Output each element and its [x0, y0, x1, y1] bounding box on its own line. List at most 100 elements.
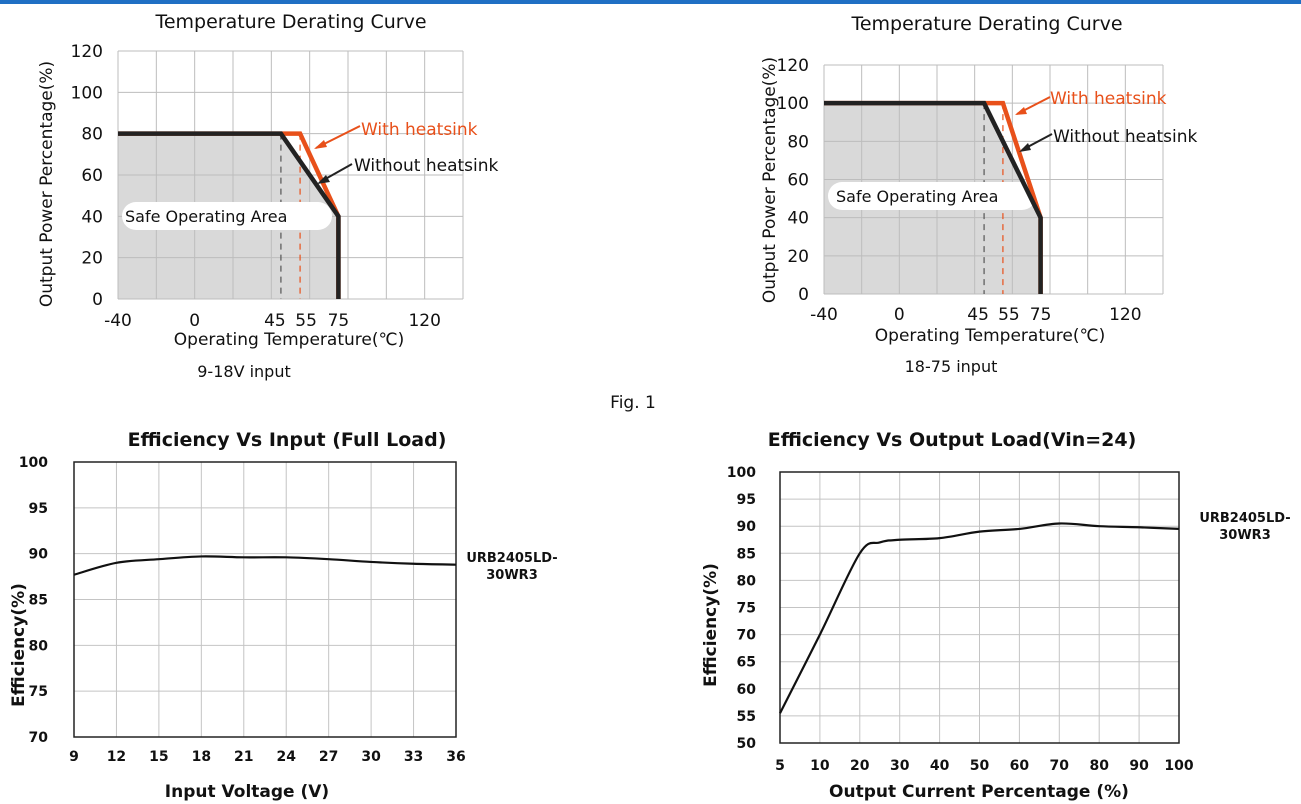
chart-title: Temperature Derating Curve — [850, 13, 1122, 35]
x-tick-label: 55 — [998, 305, 1020, 325]
x-tick-label: 30 — [361, 749, 381, 765]
y-axis-label: Efficiency(%) — [701, 563, 721, 687]
x-tick-label: 60 — [1010, 758, 1030, 774]
x-tick-label: 120 — [408, 311, 440, 331]
y-tick-label: 100 — [71, 83, 103, 103]
y-tick-label: 100 — [727, 465, 756, 481]
efficiency-vs-load-chart-svg: Efficiency Vs Output Load(Vin=24) Effici… — [701, 429, 1291, 802]
derating-chart-9-18v: Temperature Derating Curve Output Power … — [0, 4, 560, 384]
x-tick-label: 18 — [192, 749, 211, 765]
y-tick-label: 95 — [29, 501, 48, 517]
chart-title: Efficiency Vs Output Load(Vin=24) — [768, 429, 1137, 451]
figure-caption: Fig. 1 — [610, 393, 656, 413]
x-axis-label: Input Voltage (V) — [165, 782, 329, 802]
legend-without-heatsink: Without heatsink — [1053, 127, 1198, 147]
x-tick-label: 36 — [446, 749, 465, 765]
derating-chart-18-75v-svg: Temperature Derating Curve Output Power … — [760, 13, 1198, 376]
y-tick-label: 55 — [737, 709, 756, 725]
x-tick-label: -40 — [810, 305, 838, 325]
y-tick-label: 0 — [92, 290, 103, 310]
arrowhead-with-heatsink — [1015, 107, 1027, 115]
y-tick-label: 120 — [71, 42, 103, 62]
y-tick-label: 40 — [81, 207, 103, 227]
y-tick-label: 20 — [81, 249, 103, 269]
y-tick-label: 20 — [787, 247, 809, 267]
y-tick-label: 100 — [777, 94, 809, 114]
x-tick-label: 5 — [775, 758, 785, 774]
safe-area-label-backdrop — [828, 182, 1036, 210]
x-tick-label: 12 — [107, 749, 126, 765]
x-tick-label: 90 — [1129, 758, 1149, 774]
derating-chart-9-18v-svg: Temperature Derating Curve Output Power … — [37, 11, 499, 381]
x-tick-label: 45 — [967, 305, 989, 325]
legend-with-heatsink: With heatsink — [1050, 89, 1167, 109]
arrowhead-without-heatsink — [1019, 143, 1031, 152]
y-tick-label: 75 — [737, 601, 756, 617]
derating-chart-18-75v: Temperature Derating Curve Output Power … — [740, 4, 1260, 384]
y-tick-label: 85 — [29, 593, 48, 609]
y-tick-label: 65 — [737, 655, 756, 671]
safe-area-label: Safe Operating Area — [836, 187, 998, 206]
x-tick-label: 0 — [189, 311, 200, 331]
y-axis-label: Output Power Percentage(%) — [37, 61, 57, 307]
x-tick-label: 45 — [264, 311, 286, 331]
efficiency-vs-input-chart: Efficiency Vs Input (Full Load) Efficien… — [0, 420, 580, 804]
legend-with-heatsink: With heatsink — [361, 120, 478, 140]
x-tick-label: 33 — [404, 749, 423, 765]
series-line-without-heatsink — [824, 100, 1043, 294]
y-tick-label: 75 — [29, 684, 48, 700]
arrowhead-without-heatsink — [317, 175, 330, 184]
x-tick-label: 27 — [319, 749, 338, 765]
y-tick-label: 90 — [29, 547, 49, 563]
x-tick-label: 55 — [295, 311, 317, 331]
y-tick-label: 80 — [29, 638, 49, 654]
legend-text: URB2405LD-30WR3 — [1199, 511, 1290, 543]
y-tick-label: 60 — [787, 171, 809, 191]
x-tick-label: 9 — [69, 749, 79, 765]
y-tick-label: 70 — [29, 730, 49, 746]
x-axis-label: Output Current Percentage (%) — [829, 782, 1129, 802]
y-tick-label: 85 — [737, 546, 756, 562]
y-tick-label: 95 — [737, 492, 756, 508]
x-tick-label: 75 — [328, 311, 350, 331]
chart-title: Efficiency Vs Input (Full Load) — [128, 429, 447, 451]
x-tick-label: -40 — [104, 311, 132, 331]
safe-area-label-backdrop — [122, 202, 332, 230]
x-tick-label: 15 — [149, 749, 168, 765]
x-tick-label: 30 — [890, 758, 910, 774]
x-axis-label: Operating Temperature(℃) — [174, 330, 404, 350]
x-tick-label: 24 — [276, 749, 296, 765]
y-tick-label: 80 — [737, 573, 757, 589]
x-tick-label: 21 — [234, 749, 253, 765]
x-tick-label: 120 — [1109, 305, 1141, 325]
arrowhead-with-heatsink — [314, 140, 327, 149]
y-tick-label: 90 — [737, 519, 757, 535]
legend-text: URB2405LD-30WR3 — [466, 551, 557, 583]
x-tick-label: 40 — [930, 758, 950, 774]
series-line-without-heatsink — [118, 131, 341, 299]
y-tick-label: 60 — [737, 682, 757, 698]
chart-title: Temperature Derating Curve — [154, 11, 426, 33]
top-accent-bar — [0, 0, 1301, 4]
safe-area-label: Safe Operating Area — [125, 207, 287, 226]
plot-frame — [73, 461, 457, 738]
chart-caption: 9-18V input — [197, 362, 291, 381]
y-tick-label: 70 — [737, 628, 757, 644]
x-tick-label: 80 — [1089, 758, 1109, 774]
efficiency-vs-input-chart-svg: Efficiency Vs Input (Full Load) Efficien… — [9, 429, 558, 802]
x-tick-label: 70 — [1050, 758, 1070, 774]
chart-caption: 18-75 input — [905, 357, 998, 376]
y-tick-label: 40 — [787, 209, 809, 229]
y-tick-label: 80 — [787, 132, 809, 152]
y-tick-label: 100 — [19, 455, 48, 471]
y-tick-label: 80 — [81, 125, 103, 145]
x-tick-label: 10 — [810, 758, 830, 774]
series-line-urb2405ld-30wr3 — [73, 555, 457, 576]
x-axis-label: Operating Temperature(℃) — [875, 326, 1105, 346]
y-tick-label: 0 — [798, 285, 809, 305]
x-tick-label: 0 — [894, 305, 905, 325]
y-tick-label: 120 — [777, 56, 809, 76]
y-axis-label: Output Power Percentage(%) — [760, 57, 780, 303]
y-tick-label: 60 — [81, 166, 103, 186]
legend-without-heatsink: Without heatsink — [354, 156, 499, 176]
